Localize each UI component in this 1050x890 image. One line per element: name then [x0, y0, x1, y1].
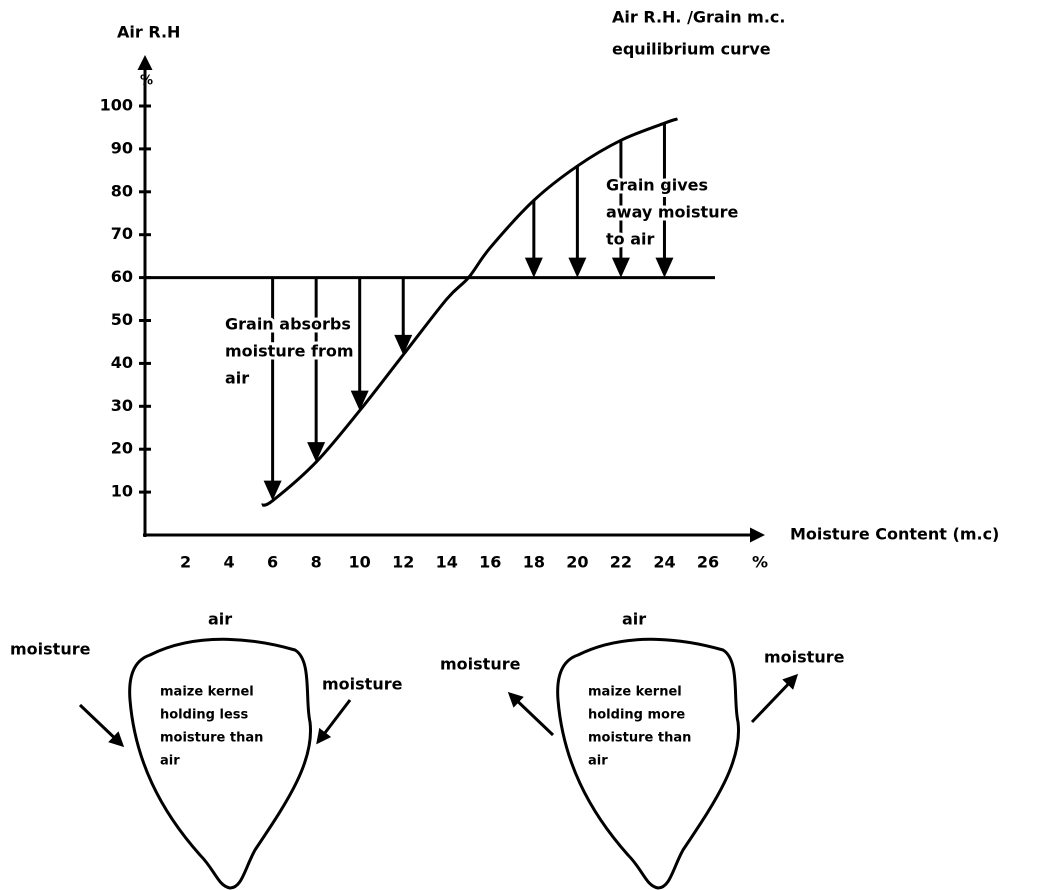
kernel-body: air: [160, 754, 180, 769]
y-tick-label: 60: [111, 267, 133, 286]
moisture-arrow: [510, 694, 553, 735]
x-tick-label: 22: [610, 553, 632, 572]
x-unit: %: [752, 553, 768, 572]
kernel-body: maize kernel: [588, 685, 682, 700]
x-tick-label: 8: [311, 553, 322, 572]
kernel-top-label: air: [622, 610, 646, 629]
page: Air R.H % Moisture Content (m.c) % Air R…: [0, 0, 1050, 890]
y-tick-label: 30: [111, 396, 133, 415]
title: Air R.H. /Grain m.c.: [612, 8, 785, 27]
kernel-left-label: moisture: [440, 655, 521, 674]
y-unit: %: [140, 74, 153, 89]
rh-arrow-head: [307, 442, 325, 462]
x-tick-label: 10: [349, 553, 371, 572]
x-tick-label: 18: [523, 553, 545, 572]
y-tick-label: 80: [111, 181, 133, 200]
rh-arrow-head: [525, 258, 543, 278]
x-tick-label: 2: [180, 553, 191, 572]
kernel: air moisture moisture maize kernel holdi…: [440, 610, 845, 889]
y-tick-label: 100: [100, 96, 133, 115]
kernel: air moisture moisture maize kernel holdi…: [10, 610, 403, 889]
rh-arrow-head: [612, 258, 630, 278]
x-tick-label: 14: [436, 553, 458, 572]
x-label: Moisture Content (m.c): [790, 525, 999, 544]
rh-arrow-head: [568, 258, 586, 278]
moisture-arrow: [752, 676, 796, 722]
y-tick-label: 70: [111, 224, 133, 243]
y-tick-label: 40: [111, 353, 133, 372]
x-tick-label: 24: [653, 553, 675, 572]
annotation: Grain absorbs: [225, 315, 351, 334]
y-label: Air R.H: [117, 23, 180, 42]
kernel-left-label: moisture: [10, 640, 91, 659]
kernel-body: maize kernel: [160, 685, 254, 700]
kernel-body: air: [588, 754, 608, 769]
rh-arrow-head: [655, 258, 673, 278]
x-tick-label: 6: [267, 553, 278, 572]
x-tick-label: 16: [479, 553, 501, 572]
rh-arrow-head: [264, 481, 282, 501]
x-tick-label: 12: [392, 553, 414, 572]
title: equilibrium curve: [612, 40, 771, 59]
annotation: away moisture: [606, 203, 738, 222]
x-tick-label: 26: [697, 553, 719, 572]
annotation: moisture from: [225, 342, 354, 361]
moisture-arrow: [80, 705, 122, 745]
annotation: air: [225, 369, 249, 388]
annotation: Grain gives: [606, 176, 708, 195]
x-tick-label: 20: [566, 553, 588, 572]
kernel-body: moisture than: [160, 731, 263, 746]
y-tick-label: 10: [111, 482, 133, 501]
y-tick-label: 20: [111, 439, 133, 458]
kernel-body: moisture than: [588, 731, 691, 746]
kernel-body: holding more: [588, 708, 685, 723]
kernel-right-label: moisture: [322, 675, 403, 694]
y-tick-label: 50: [111, 310, 133, 329]
kernel-top-label: air: [208, 610, 232, 629]
kernel-outline: [130, 639, 311, 888]
y-tick-label: 90: [111, 138, 133, 157]
annotation: to air: [606, 230, 654, 249]
kernel-outline: [558, 639, 739, 888]
kernel-body: holding less: [160, 708, 249, 723]
moisture-arrow: [318, 700, 350, 742]
kernel-right-label: moisture: [764, 648, 845, 667]
x-tick-label: 4: [224, 553, 235, 572]
